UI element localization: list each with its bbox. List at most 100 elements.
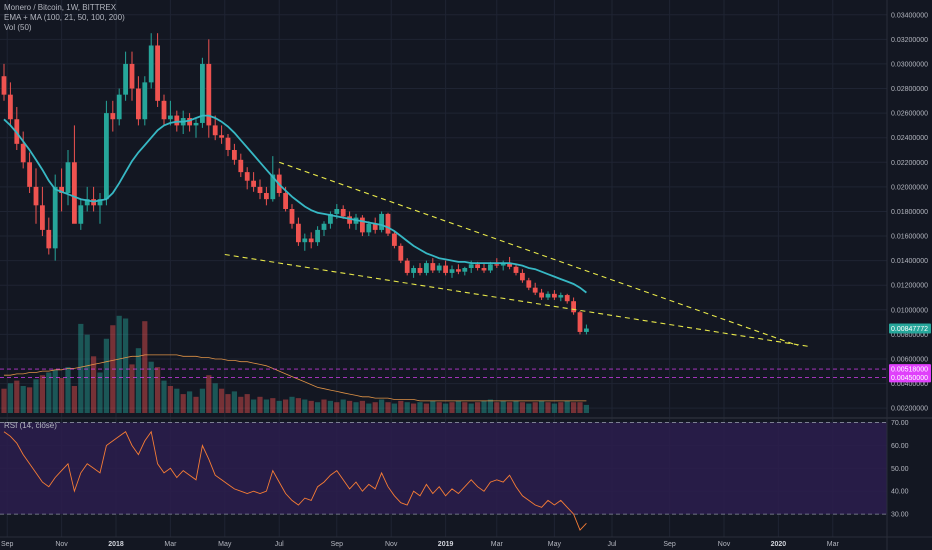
candle-body	[545, 293, 551, 298]
candle-body	[564, 295, 570, 302]
volume-bars	[1, 315, 589, 413]
rsi-band-fill	[0, 422, 887, 515]
candle-body	[270, 174, 276, 200]
candle-body	[72, 162, 77, 224]
volume-bar	[129, 364, 135, 413]
legend-rsi[interactable]: RSI (14, close)	[4, 421, 57, 430]
price-tick-label: 0.02400000	[891, 135, 928, 142]
candle-body	[584, 328, 589, 332]
candle-body	[520, 272, 525, 281]
candle-body	[571, 301, 576, 313]
volume-bar	[481, 400, 487, 413]
volume-bar	[347, 400, 353, 413]
rsi-tick-label: 30.00	[891, 512, 909, 519]
candle-body	[488, 264, 493, 271]
time-tick-label: Sep	[1, 541, 14, 548]
volume-bar	[577, 402, 583, 413]
volume-bar	[315, 402, 321, 413]
candle-body	[577, 312, 583, 332]
ema-line	[3, 114, 587, 294]
volume-bar	[263, 399, 269, 413]
candle-body	[289, 209, 295, 224]
candle-body	[174, 115, 180, 126]
volume-bar	[193, 396, 199, 413]
current-price-label: 0.00847772	[891, 326, 928, 333]
candle-body	[500, 263, 506, 266]
candle-body	[264, 193, 269, 200]
volume-bar	[443, 403, 449, 413]
volume-bar	[167, 386, 173, 413]
candle-body	[404, 260, 410, 273]
volume-bar	[327, 400, 333, 413]
trendlines	[224, 161, 811, 348]
volume-bar	[302, 399, 308, 413]
candle-body	[507, 263, 512, 267]
volume-bar	[14, 380, 20, 413]
candle-body	[27, 162, 32, 187]
volume-bar	[116, 315, 122, 413]
price-tick-label: 0.01000000	[891, 307, 928, 314]
volume-bar	[148, 361, 154, 413]
candle-body	[494, 264, 500, 266]
price-tick-label: 0.03400000	[891, 12, 928, 19]
volume-bar	[417, 402, 423, 413]
volume-bar	[295, 398, 301, 413]
candle-body	[219, 135, 224, 138]
volume-bar	[532, 402, 538, 413]
price-tick-label: 0.02600000	[891, 111, 928, 118]
volume-bar	[52, 369, 58, 413]
rsi-tick-label: 50.00	[891, 466, 909, 473]
time-tick-label: May	[218, 541, 232, 548]
legend-ema[interactable]: EMA + MA (100, 21, 50, 100, 200)	[4, 13, 125, 22]
candle-body	[302, 238, 308, 243]
level-badge-label: 0.00518000	[891, 367, 928, 374]
volume-bar	[199, 388, 205, 413]
candle-body	[8, 94, 13, 120]
rsi-axis[interactable]: 70.00 60.00 50.00 40.00 30.00	[891, 420, 909, 519]
volume-bar	[91, 356, 97, 413]
candle-body	[321, 223, 327, 230]
volume-bar	[487, 399, 493, 413]
volume-bar	[39, 375, 45, 413]
candle-body	[33, 186, 39, 206]
candle-body	[40, 205, 45, 230]
price-axis[interactable]: 0.03400000 0.03200000 0.03000000 0.02800000…	[891, 12, 928, 412]
rsi-tick-label: 70.00	[891, 420, 909, 427]
candle-body	[392, 233, 397, 246]
volume-bar	[340, 399, 346, 413]
volume-bar	[468, 403, 474, 413]
volume-bar	[519, 402, 525, 413]
price-tick-label: 0.00200000	[891, 406, 928, 413]
volume-bar	[539, 400, 545, 413]
candle-body	[110, 113, 116, 120]
legend-volume[interactable]: Vol (50)	[4, 23, 32, 32]
candle-body	[46, 229, 52, 249]
time-tick-label: Nov	[718, 541, 731, 548]
candle-body	[539, 292, 544, 298]
price-tick-label: 0.00800000	[891, 332, 928, 339]
volume-bar	[551, 403, 557, 413]
candle-body	[129, 63, 135, 89]
level-badge	[889, 372, 931, 383]
volume-bar	[494, 402, 500, 413]
volume-bar	[564, 400, 570, 413]
rsi-path	[3, 430, 587, 531]
time-axis[interactable]: Sep Nov 2018 Mar May Jul Sep Nov 2019 Mar May Jul Se…	[1, 541, 840, 548]
time-tick-label: 2019	[438, 541, 454, 548]
candle-body	[328, 213, 333, 224]
price-tick-label: 0.01200000	[891, 283, 928, 290]
candle-body	[161, 100, 167, 120]
candle-body	[379, 213, 384, 230]
candle-body	[20, 143, 26, 163]
candle-body	[206, 63, 212, 126]
candle-body	[340, 209, 346, 217]
volume-bar	[436, 402, 442, 413]
candlesticks	[1, 33, 589, 335]
legend-symbol[interactable]: Monero / Bitcoin, 1W, BITTREX	[4, 3, 117, 12]
rsi-tick-label: 40.00	[891, 489, 909, 496]
price-tick-label: 0.01800000	[891, 209, 928, 216]
time-tick-label: Mar	[491, 541, 504, 548]
volume-bar	[20, 386, 26, 413]
